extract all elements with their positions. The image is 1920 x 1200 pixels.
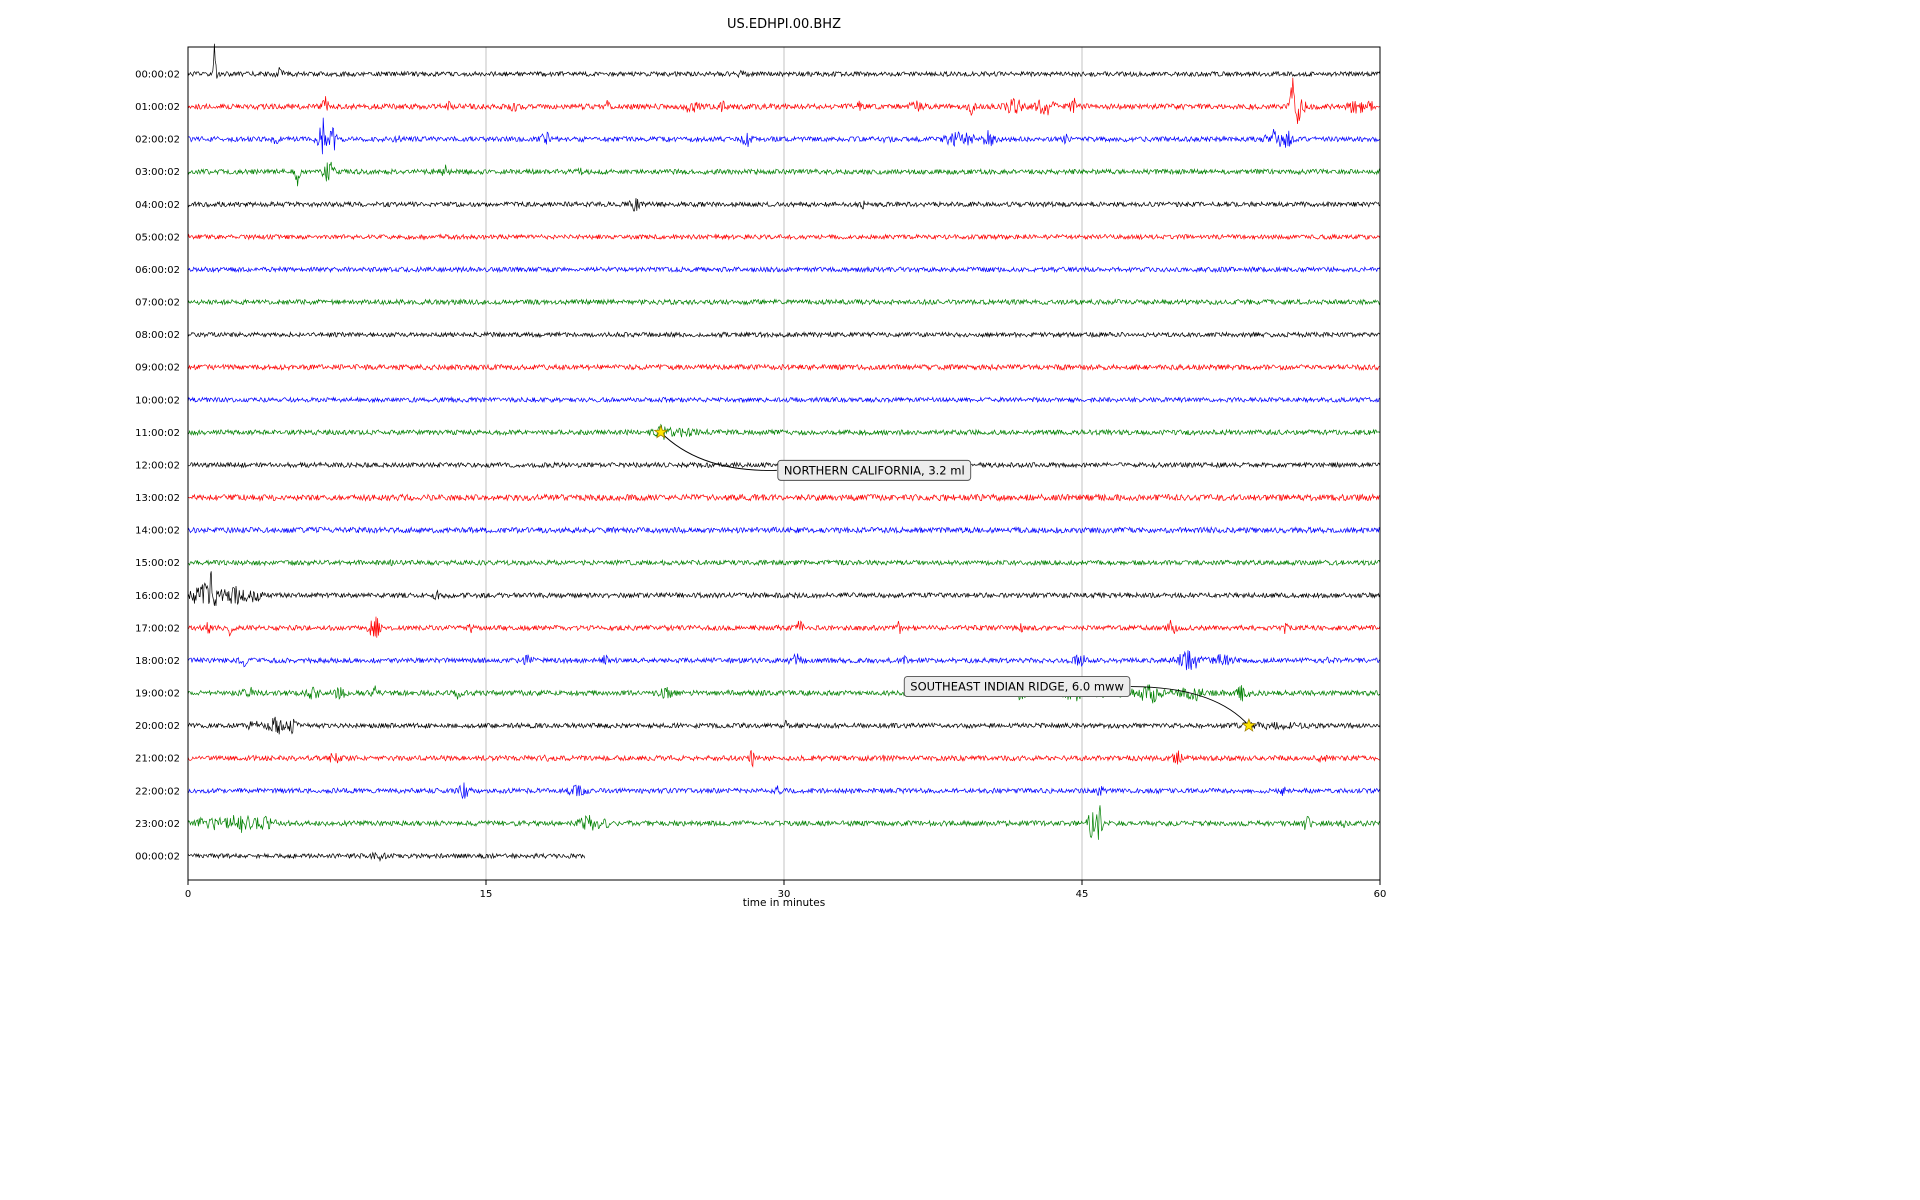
trace-waveform: [187, 298, 1381, 306]
trace-time-label: 07:00:02: [135, 298, 180, 309]
event-annotation-box: [903, 676, 1131, 698]
annotation-leader-line: [1130, 686, 1250, 726]
trace-time-label: 10:00:02: [135, 395, 180, 406]
trace-time-label: 15:00:02: [135, 558, 180, 569]
trace-time-label: 12:00:02: [135, 460, 180, 471]
x-tick-label: 60: [1374, 889, 1387, 900]
x-tick-label: 15: [480, 889, 493, 900]
trace-waveform: [187, 571, 1381, 606]
trace-waveform: [187, 684, 1381, 704]
trace-time-label: 01:00:02: [135, 102, 180, 113]
trace-waveform: [187, 750, 1381, 768]
event-annotation-label: SOUTHEAST INDIAN RIDGE, 6.0 mww: [910, 680, 1124, 694]
trace-waveform: [187, 363, 1381, 372]
trace-time-label: 04:00:02: [135, 200, 180, 211]
trace-time-label: 03:00:02: [135, 167, 180, 178]
trace-waveform: [187, 493, 1380, 502]
trace-time-label: 14:00:02: [135, 526, 180, 537]
trace-waveform: [187, 423, 1381, 440]
x-tick-label: 0: [185, 889, 191, 900]
trace-waveform: [187, 805, 1381, 840]
trace-waveform: [187, 558, 1381, 567]
trace-waveform: [187, 616, 1381, 638]
trace-time-label: 17:00:02: [135, 623, 180, 634]
trace-time-label: 20:00:02: [135, 721, 180, 732]
trace-time-label: 16:00:02: [135, 591, 180, 602]
annotation-leader-line: [660, 432, 777, 471]
trace-waveform: [187, 526, 1381, 535]
x-axis-label: time in minutes: [742, 897, 826, 909]
trace-time-label: 08:00:02: [135, 330, 180, 341]
trace-time-label: 00:00:02: [135, 851, 180, 862]
trace-waveform: [187, 650, 1381, 671]
trace-time-label: 11:00:02: [135, 428, 180, 439]
trace-time-label: 21:00:02: [135, 754, 180, 765]
trace-time-label: 18:00:02: [135, 656, 180, 667]
trace-waveform: [187, 43, 1381, 79]
trace-waveform: [188, 117, 1381, 155]
chart-title: US.EDHPI.00.BHZ: [727, 17, 841, 32]
trace-time-label: 19:00:02: [135, 689, 180, 700]
event-annotation-label: NORTHERN CALIFORNIA, 3.2 ml: [784, 463, 965, 477]
x-tick-label: 30: [778, 889, 791, 900]
trace-waveform: [187, 161, 1381, 187]
trace-time-label: 05:00:02: [135, 232, 180, 243]
trace-waveform: [187, 396, 1381, 404]
event-annotation-box: [777, 459, 972, 481]
trace-waveform: [187, 331, 1381, 339]
trace-waveform: [187, 851, 586, 862]
trace-time-label: 02:00:02: [135, 135, 180, 146]
trace-time-label: 00:00:02: [135, 70, 180, 81]
trace-waveform: [187, 233, 1381, 241]
event-star-icon: [1241, 717, 1257, 732]
x-tick-label: 45: [1076, 889, 1089, 900]
trace-time-label: 13:00:02: [135, 493, 180, 504]
trace-time-label: 22:00:02: [135, 786, 180, 797]
trace-waveform: [187, 77, 1380, 125]
trace-time-label: 09:00:02: [135, 363, 180, 374]
trace-time-label: 06:00:02: [135, 265, 180, 276]
event-star-icon: [653, 424, 669, 439]
trace-waveform: [187, 716, 1381, 735]
trace-waveform: [187, 198, 1381, 212]
trace-waveform: [187, 782, 1381, 800]
trace-waveform: [187, 265, 1381, 274]
trace-time-label: 23:00:02: [135, 819, 180, 830]
